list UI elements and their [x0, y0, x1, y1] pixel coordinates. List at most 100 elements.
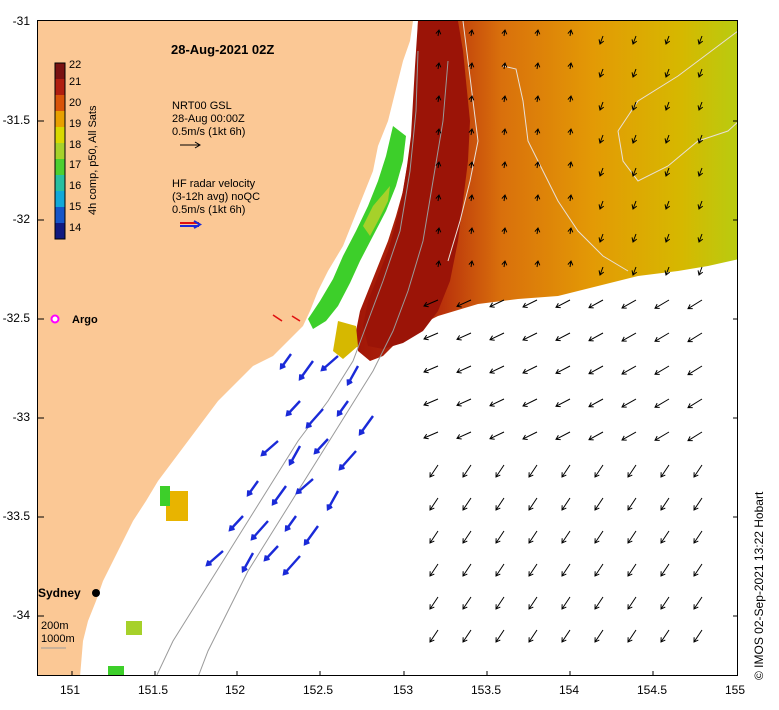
- hf-legend: HF radar velocity (3-12h avg) noQC 0.5m/…: [172, 178, 260, 229]
- gsl-arrow: [697, 101, 704, 111]
- gsl-arrow: [598, 101, 605, 111]
- gsl-arrow: [468, 227, 475, 235]
- hf-arrow: [288, 445, 302, 466]
- gsl-arrow: [522, 332, 538, 341]
- gsl-arrow: [664, 233, 671, 243]
- gsl-arrow: [697, 266, 704, 276]
- gsl-arrow: [534, 227, 541, 235]
- gsl-arrow: [501, 62, 508, 70]
- gsl-arrow: [631, 134, 638, 144]
- gsl-arrow: [627, 629, 637, 643]
- gsl-arrow: [435, 260, 442, 268]
- colorbar-swatch: [55, 159, 65, 176]
- hf-arrow: [260, 440, 279, 457]
- gsl-arrow: [429, 464, 439, 478]
- colorbar-swatch: [55, 175, 65, 192]
- gsl-arrow: [627, 596, 637, 610]
- hf-arrow: [358, 415, 374, 436]
- gsl-arrow: [588, 431, 604, 441]
- gsl-arrow: [468, 194, 475, 202]
- gsl-arrow: [660, 464, 670, 478]
- hf-legend-line: 0.5m/s (1kt 6h): [172, 204, 245, 216]
- hf-arrow: [246, 480, 259, 497]
- gsl-arrow: [561, 596, 571, 610]
- hf-legend-line: (3-12h avg) noQC: [172, 191, 260, 203]
- gsl-arrow: [627, 497, 637, 511]
- gsl-arrow: [621, 365, 637, 375]
- axis-ticks: [38, 120, 737, 675]
- gsl-arrow: [456, 431, 472, 440]
- gsl-arrow: [462, 563, 472, 577]
- gsl-legend: NRT00 GSL 28-Aug 00:00Z 0.5m/s (1kt 6h): [172, 100, 245, 149]
- gsl-legend-line: 28-Aug 00:00Z: [172, 113, 245, 125]
- hf-arrow: [285, 400, 301, 417]
- gsl-arrow: [462, 464, 472, 478]
- gsl-arrow: [631, 35, 638, 45]
- hf-arrow: [279, 353, 292, 370]
- colorbar: 22 21 20 19 18 17 16 15 14 4h comp, p50,…: [54, 59, 99, 240]
- gsl-arrow: [654, 299, 670, 309]
- gsl-arrow: [561, 464, 571, 478]
- colorbar-tick: 19: [69, 118, 81, 130]
- hf-arrow: [241, 552, 255, 573]
- gsl-arrow: [654, 431, 670, 441]
- gsl-arrow: [567, 62, 574, 70]
- gsl-arrow: [435, 227, 442, 235]
- gsl-arrow: [687, 365, 703, 376]
- hf-radar-arrows: [205, 353, 374, 576]
- colorbar-tick: 22: [69, 59, 81, 71]
- colorbar-tick: 17: [69, 159, 81, 171]
- credit-text: © IMOS 02-Sep-2021 13:22 Hobart: [752, 491, 766, 680]
- hf-legend-line: HF radar velocity: [172, 178, 256, 190]
- gsl-arrow: [687, 332, 703, 343]
- hf-arrow: [313, 438, 329, 455]
- gsl-arrow: [664, 101, 671, 111]
- gsl-arrow: [631, 167, 638, 177]
- gsl-arrow: [555, 332, 571, 342]
- hf-arrow: [346, 365, 360, 386]
- gsl-arrow: [697, 233, 704, 243]
- gsl-arrow: [567, 260, 574, 268]
- gsl-arrow: [489, 365, 505, 374]
- gsl-arrow: [468, 260, 475, 268]
- gsl-arrow: [501, 161, 508, 169]
- gsl-arrow: [522, 431, 538, 440]
- gsl-arrow: [598, 167, 605, 177]
- gsl-arrow: [534, 29, 541, 37]
- y-tick-label: -33: [12, 410, 30, 424]
- bathy-label: 1000m: [41, 633, 75, 645]
- colorbar-swatch: [55, 143, 65, 160]
- y-tick-label: -32.5: [2, 311, 30, 325]
- x-tick-label: 151: [59, 683, 81, 697]
- gsl-arrow: [435, 128, 442, 136]
- gsl-legend-line: 0.5m/s (1kt 6h): [172, 126, 245, 138]
- x-tick-label: 152.5: [302, 683, 334, 697]
- gsl-arrow: [697, 35, 704, 45]
- gsl-arrow: [654, 398, 670, 408]
- gsl-arrow: [567, 194, 574, 202]
- hf-arrow: [338, 450, 357, 471]
- gsl-arrow: [495, 497, 505, 511]
- x-tick-label: 153.5: [470, 683, 502, 697]
- y-tick-label: -33.5: [2, 509, 30, 523]
- sydney-marker: Sydney: [38, 586, 100, 600]
- gsl-arrow: [528, 497, 538, 511]
- gsl-arrow: [598, 266, 605, 276]
- hf-radar-arrows-red: [272, 314, 301, 322]
- x-tick-label: 154: [558, 683, 580, 697]
- gsl-arrow: [423, 299, 439, 308]
- gsl-arrow: [654, 332, 670, 342]
- hf-arrow: [250, 520, 269, 541]
- colorbar-tick: 14: [69, 222, 81, 234]
- gsl-arrow: [522, 365, 538, 374]
- gsl-arrow: [522, 299, 538, 308]
- gsl-arrow: [567, 95, 574, 103]
- hf-arrow: [205, 550, 224, 567]
- gsl-arrow: [423, 431, 439, 440]
- colorbar-tick: 20: [69, 97, 81, 109]
- gsl-arrow: [495, 563, 505, 577]
- colorbar-tick: 16: [69, 180, 81, 192]
- y-tick-label: -31: [12, 14, 30, 28]
- sst-patch: [108, 666, 124, 675]
- gsl-arrow: [555, 398, 571, 408]
